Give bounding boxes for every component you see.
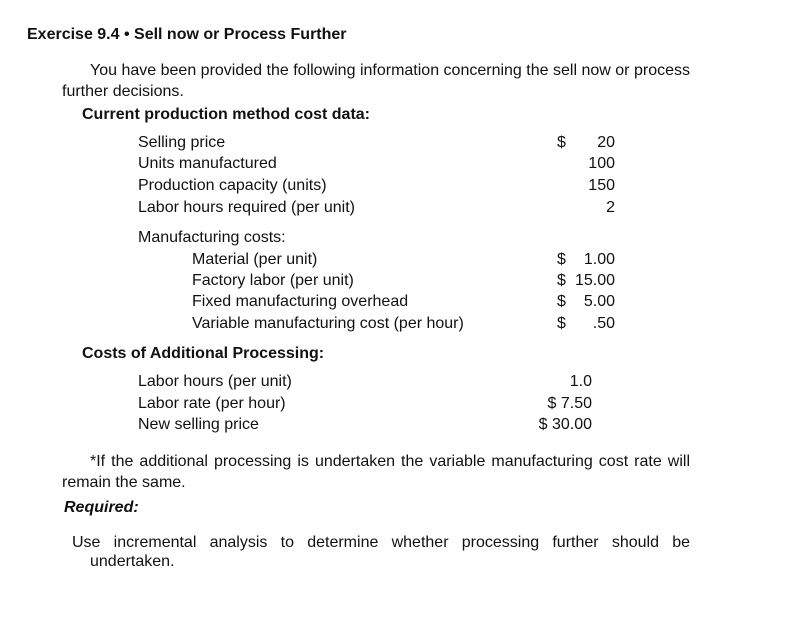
units-manufactured-value: 100: [588, 155, 615, 172]
currency-symbol: $: [557, 134, 566, 151]
amount: 15.00: [574, 272, 615, 289]
labor-hours-required-label: Labor hours required (per unit): [138, 199, 356, 216]
additional-processing-heading: Costs of Additional Processing:: [82, 345, 325, 362]
new-selling-price-label: New selling price: [138, 416, 259, 433]
amount: 5.00: [583, 293, 615, 310]
material-label: Material (per unit): [192, 251, 318, 268]
manufacturing-costs-heading: Manufacturing costs:: [138, 229, 286, 246]
currency-symbol: $: [557, 293, 566, 310]
required-label: Required:: [64, 499, 139, 516]
footnote: *If the additional processing is underta…: [62, 453, 690, 491]
amount: 20: [597, 134, 615, 151]
variable-mfg-cost-label: Variable manufacturing cost (per hour): [192, 315, 464, 332]
production-capacity-label: Production capacity (units): [138, 177, 327, 194]
exercise-title: Exercise 9.4 • Sell now or Process Furth…: [27, 26, 347, 43]
labor-rate-label: Labor rate (per hour): [138, 395, 286, 412]
currency-symbol: $: [557, 251, 566, 268]
currency-symbol: $: [557, 272, 566, 289]
additional-labor-hours-label: Labor hours (per unit): [138, 373, 292, 390]
current-cost-heading: Current production method cost data:: [82, 106, 370, 123]
production-capacity-value: 150: [588, 177, 615, 194]
intro-paragraph: You have been provided the following inf…: [62, 62, 690, 100]
new-selling-price-value: $ 30.00: [538, 416, 592, 433]
selling-price-label: Selling price: [138, 134, 226, 151]
currency-symbol: $: [557, 315, 566, 332]
labor-hours-required-value: 2: [606, 199, 615, 216]
factory-labor-label: Factory labor (per unit): [192, 272, 354, 289]
labor-rate-value: $ 7.50: [547, 395, 592, 412]
additional-labor-hours-value: 1.0: [569, 373, 592, 390]
amount: .50: [592, 315, 615, 332]
fixed-overhead-label: Fixed manufacturing overhead: [192, 293, 409, 310]
amount: 1.00: [583, 251, 615, 268]
units-manufactured-label: Units manufactured: [138, 155, 277, 172]
instruction-text: Use incremental analysis to determine wh…: [72, 534, 690, 570]
